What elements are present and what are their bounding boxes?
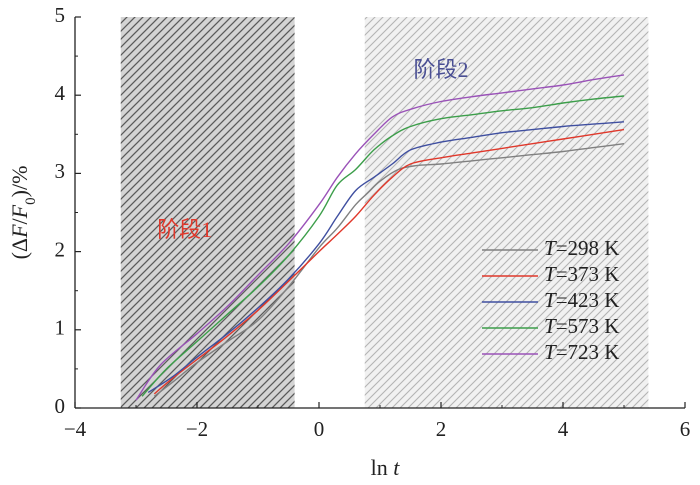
y-tick-label: 5 — [55, 3, 66, 27]
y-axis-title: (ΔF/F0)/% — [7, 166, 39, 260]
stage-regions: 阶段1 阶段2 — [120, 17, 649, 408]
series-line-2 — [153, 128, 625, 395]
region-label-stage-2: 阶段2 — [413, 57, 468, 82]
y-tick-label: 2 — [55, 237, 66, 261]
x-tick-label: −4 — [64, 417, 87, 441]
series-line-4 — [141, 95, 625, 397]
legend-label: T=423 K — [544, 288, 619, 312]
series-lines — [135, 74, 625, 401]
legend: T=298 KT=373 KT=423 KT=573 KT=723 K — [482, 236, 619, 364]
y-tick-label: 0 — [55, 394, 66, 418]
x-tick-label: 4 — [558, 417, 569, 441]
region-label-stage-1: 阶段1 — [157, 217, 212, 242]
x-tick-label: 0 — [314, 417, 325, 441]
legend-label: T=373 K — [544, 262, 619, 286]
legend-label: T=573 K — [544, 314, 619, 338]
y-tick-label: 1 — [55, 316, 66, 340]
series-line-5 — [135, 74, 625, 401]
axis-titles: ln t (ΔF/F0)/% — [7, 166, 400, 480]
region-stage-1 — [120, 17, 295, 408]
y-tick-label: 3 — [55, 159, 66, 183]
x-tick-label: 2 — [436, 417, 447, 441]
x-tick-label: 6 — [680, 417, 691, 441]
axes: −4 −2 0 2 4 6 0 1 2 3 4 5 — [55, 3, 691, 441]
region-stage-2 — [364, 17, 649, 408]
series-line-1 — [153, 143, 625, 397]
x-tick-label: −2 — [186, 417, 208, 441]
x-axis-title: ln t — [371, 455, 401, 480]
legend-label: T=298 K — [544, 236, 619, 260]
legend-label: T=723 K — [544, 340, 619, 364]
y-tick-label: 4 — [55, 81, 66, 105]
series-line-3 — [147, 121, 625, 393]
